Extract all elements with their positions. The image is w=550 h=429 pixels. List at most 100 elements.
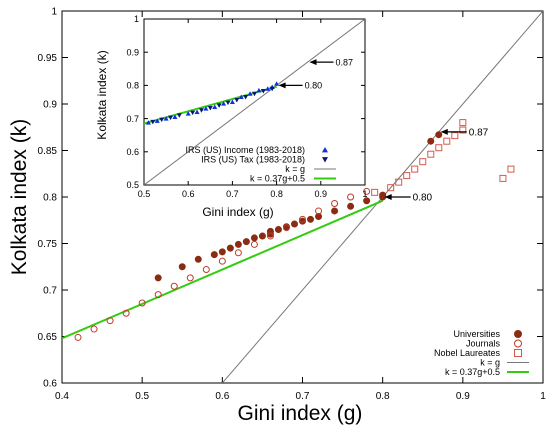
data-point xyxy=(258,232,266,240)
data-point xyxy=(459,119,467,127)
data-point xyxy=(226,244,234,252)
data-point xyxy=(250,234,258,242)
data-point xyxy=(145,120,151,125)
legend-label: k = g xyxy=(480,358,500,368)
data-point xyxy=(170,282,178,290)
data-point xyxy=(347,202,355,210)
reference-line xyxy=(62,199,384,340)
data-point xyxy=(190,110,196,116)
legend-label: Universities xyxy=(453,329,500,339)
data-point xyxy=(347,193,355,201)
data-point xyxy=(427,150,435,158)
inset-data-points xyxy=(145,81,280,125)
x-tick-label: 0.9 xyxy=(456,391,470,402)
main-x-axis-label: Gini index (g) xyxy=(238,402,363,425)
y-tick-label: 0.7 xyxy=(43,286,57,297)
x-tick-label: 0.6 xyxy=(215,391,229,402)
legend-marker xyxy=(322,157,328,163)
data-point xyxy=(194,109,200,114)
x-tick-label: 0.8 xyxy=(376,391,390,402)
data-point xyxy=(256,87,262,93)
x-tick-label: 0.7 xyxy=(226,189,239,199)
data-point xyxy=(260,89,266,94)
data-point xyxy=(207,105,213,111)
data-point xyxy=(210,251,218,259)
data-point xyxy=(363,197,371,205)
annotation-arrowhead xyxy=(384,194,392,200)
legend-label: Journals xyxy=(466,339,501,349)
x-tick-label: 0.7 xyxy=(296,391,310,402)
legend-label: k = g xyxy=(285,164,305,174)
data-point xyxy=(371,188,379,196)
main-y-axis-label: Kolkata index (k) xyxy=(8,119,31,275)
legend-label: IRS (US) Tax (1983-2018) xyxy=(201,155,305,165)
data-point xyxy=(459,126,467,134)
y-tick-label: 0.7 xyxy=(126,114,139,124)
data-point xyxy=(154,118,160,123)
data-point xyxy=(122,309,130,317)
data-point xyxy=(203,106,209,111)
data-point xyxy=(150,119,156,125)
data-point xyxy=(307,215,315,223)
data-point xyxy=(435,131,443,139)
data-point xyxy=(299,215,306,223)
data-point xyxy=(250,240,258,248)
x-tick-label: 0.5 xyxy=(138,189,151,199)
y-tick-label: 0.75 xyxy=(38,239,58,250)
legend-marker xyxy=(514,349,522,357)
data-point xyxy=(198,108,204,113)
data-point xyxy=(229,99,235,104)
data-point xyxy=(218,257,226,265)
data-point xyxy=(168,115,174,121)
data-point xyxy=(74,333,82,341)
data-point xyxy=(238,94,244,100)
y-tick-label: 0.95 xyxy=(38,53,58,64)
legend-marker xyxy=(322,147,328,153)
data-point xyxy=(106,317,114,325)
legend-label: Nobel Laureates xyxy=(434,348,501,358)
data-point xyxy=(451,132,459,140)
legend-label: IRS (US) Income (1983-2018) xyxy=(185,145,305,155)
legend-marker xyxy=(514,330,522,338)
data-point xyxy=(172,114,178,119)
data-point xyxy=(178,263,186,271)
annotation-label: 0.87 xyxy=(336,57,354,67)
data-point xyxy=(435,144,443,152)
x-tick-label: 1 xyxy=(540,391,546,402)
data-point xyxy=(282,224,290,232)
data-point xyxy=(234,98,240,103)
data-point xyxy=(154,291,162,299)
annotation-label: 0.80 xyxy=(413,193,433,204)
legend-label: k = 0.37g+0.5 xyxy=(250,174,305,184)
data-point xyxy=(274,226,282,234)
data-point xyxy=(265,86,271,91)
annotation-label: 0.87 xyxy=(469,127,489,138)
data-point xyxy=(315,207,323,215)
data-point xyxy=(234,249,242,257)
inset-axis-ticks: 0.5 0.6 0.7 0.8 0.9 1 0.5 0.6 0.7 0.8 0.9 1 xyxy=(126,14,367,199)
data-point xyxy=(202,266,210,274)
x-tick-label: 0.6 xyxy=(182,189,195,199)
inset-chart: 0.5 0.6 0.7 0.8 0.9 10.50.60.70.80.91 0.870.8… xyxy=(95,14,368,219)
data-point xyxy=(266,232,274,240)
data-point xyxy=(290,220,298,228)
main-chart: 0.4 0.5 0.6 0.7 0.8 0.9 1 0.6 0.65 0.7 0.75 0.8 0.85… xyxy=(8,7,546,426)
data-point xyxy=(427,137,435,145)
y-tick-label: 0.8 xyxy=(43,193,57,204)
data-point xyxy=(411,165,419,173)
inset-plot-frame xyxy=(143,18,366,186)
y-tick-label: 0.6 xyxy=(126,147,139,157)
y-tick-label: 0.6 xyxy=(43,379,57,390)
y-tick-label: 0.8 xyxy=(126,81,139,91)
x-tick-label: 1 xyxy=(362,189,367,199)
annotation-arrowhead xyxy=(440,128,448,135)
data-point xyxy=(247,91,253,96)
y-tick-label: 1 xyxy=(134,14,139,24)
data-point xyxy=(299,217,306,225)
annotation-label: 0.80 xyxy=(305,81,323,91)
data-point xyxy=(138,299,146,307)
data-point xyxy=(212,104,218,109)
x-tick-label: 0.8 xyxy=(270,189,283,199)
x-tick-label: 0.9 xyxy=(315,189,328,199)
